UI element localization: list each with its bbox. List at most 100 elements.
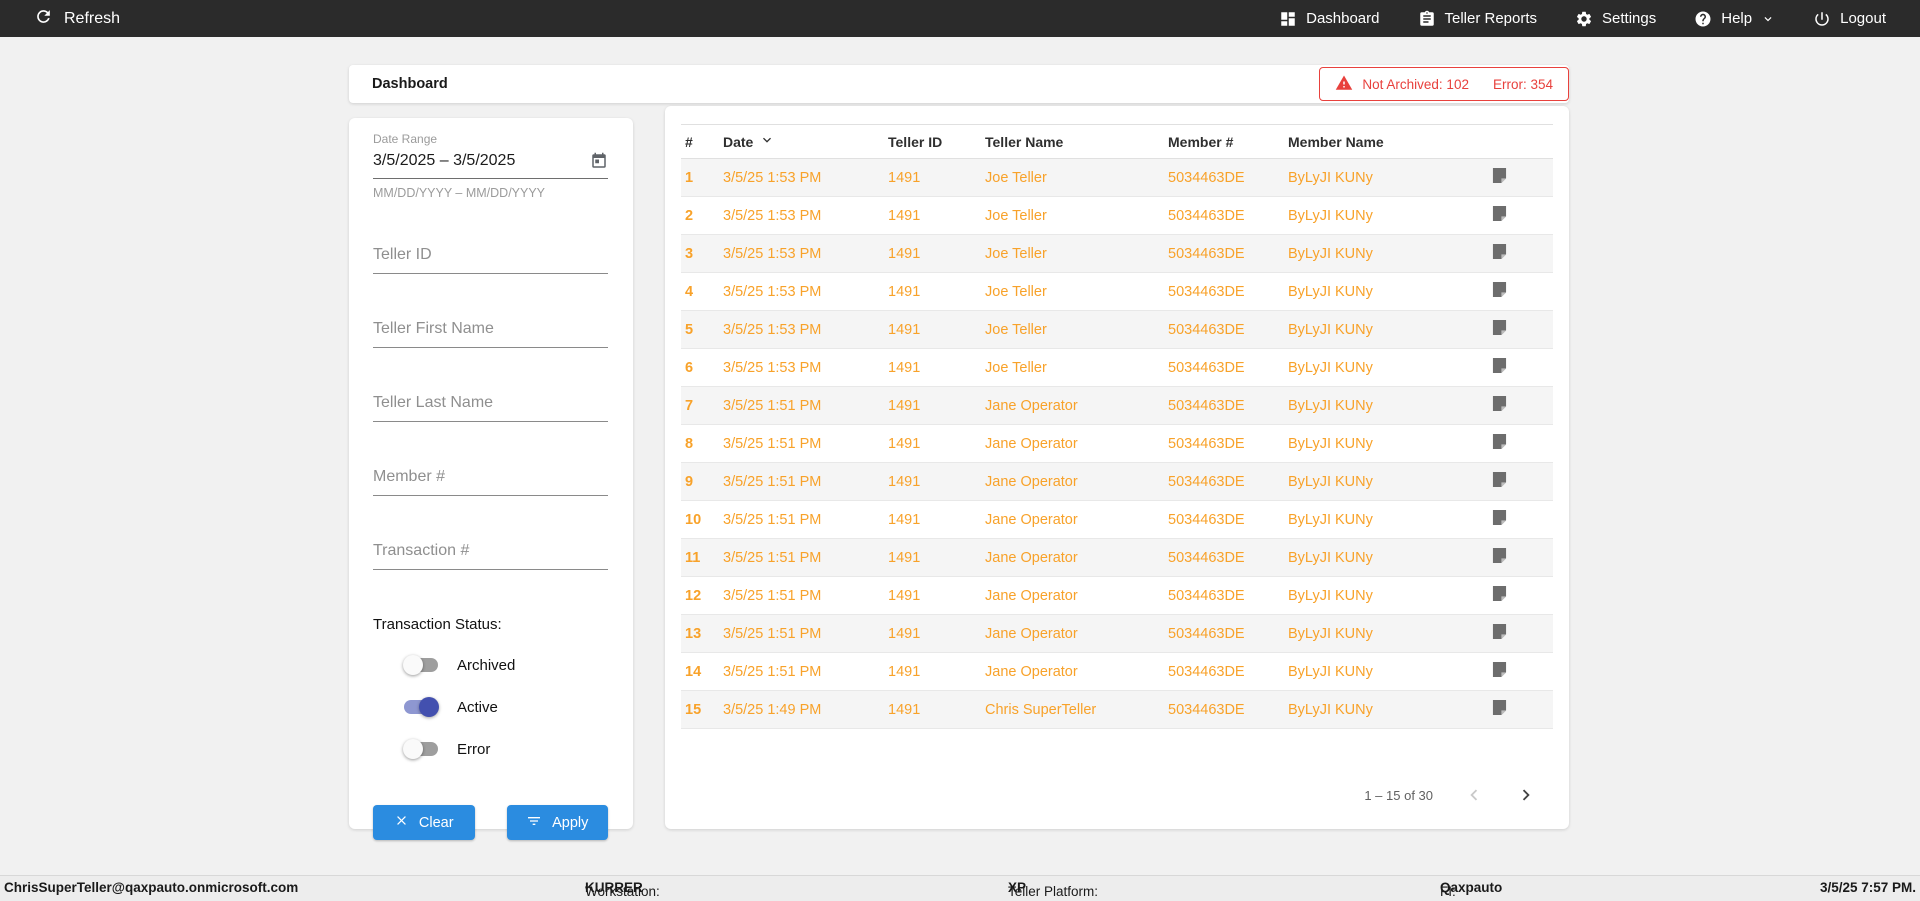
clear-button[interactable]: Clear: [373, 805, 475, 840]
dashboard-icon: [1279, 10, 1297, 28]
apply-button[interactable]: Apply: [506, 805, 608, 840]
date-range-hint: MM/DD/YYYY – MM/DD/YYYY: [373, 186, 546, 200]
teller-first-name-input[interactable]: [373, 316, 608, 348]
table-row[interactable]: 6 3/5/25 1:53 PM 1491 Joe Teller 5034463…: [681, 348, 1553, 387]
nav-label-logout: Logout: [1840, 10, 1886, 27]
nav-item-help[interactable]: Help: [1694, 10, 1775, 28]
nav-label-dashboard: Dashboard: [1306, 10, 1380, 27]
note-icon[interactable]: [1492, 661, 1507, 678]
refresh-button[interactable]: Refresh: [34, 7, 120, 31]
cell-member-num: 5034463DE: [1164, 538, 1284, 577]
cell-teller-id: 1491: [884, 576, 981, 615]
note-icon[interactable]: [1492, 281, 1507, 298]
table-row[interactable]: 7 3/5/25 1:51 PM 1491 Jane Operator 5034…: [681, 386, 1553, 425]
cell-date: 3/5/25 1:51 PM: [719, 462, 884, 501]
cell-num: 8: [681, 424, 719, 463]
prev-page-button[interactable]: [1463, 784, 1485, 806]
note-icon[interactable]: [1492, 509, 1507, 526]
teller-last-name-input[interactable]: [373, 390, 608, 422]
cell-date: 3/5/25 1:51 PM: [719, 424, 884, 463]
top-navbar: Refresh Dashboard Teller Reports Setting…: [0, 0, 1920, 37]
cell-teller-id: 1491: [884, 424, 981, 463]
logout-icon: [1813, 10, 1831, 28]
note-icon[interactable]: [1492, 699, 1507, 716]
cell-teller-name: Joe Teller: [981, 310, 1164, 349]
note-icon[interactable]: [1492, 243, 1507, 260]
cell-member-name: ByLyJI KUNy: [1284, 652, 1480, 691]
alert-not-archived: Not Archived: 102: [1362, 76, 1469, 92]
note-icon[interactable]: [1492, 585, 1507, 602]
cell-date: 3/5/25 1:51 PM: [719, 652, 884, 691]
table-row[interactable]: 1 3/5/25 1:53 PM 1491 Joe Teller 5034463…: [681, 158, 1553, 197]
note-icon[interactable]: [1492, 319, 1507, 336]
teller-platform-info: Teller Platform: XP: [1008, 880, 1099, 899]
cell-num: 2: [681, 196, 719, 235]
note-icon[interactable]: [1492, 547, 1507, 564]
toggle-row-active: Active: [403, 697, 608, 717]
note-icon[interactable]: [1492, 357, 1507, 374]
toggle-row-archived: Archived: [403, 655, 608, 675]
error-toggle[interactable]: [403, 739, 439, 759]
page-header-card: Dashboard Not Archived: 102 Error: 354: [349, 65, 1569, 103]
settings-icon: [1575, 10, 1593, 28]
teller-id-input[interactable]: [373, 242, 608, 274]
note-icon[interactable]: [1492, 167, 1507, 184]
cell-member-name: ByLyJI KUNy: [1284, 386, 1480, 425]
table-row[interactable]: 12 3/5/25 1:51 PM 1491 Jane Operator 503…: [681, 576, 1553, 615]
table-row[interactable]: 10 3/5/25 1:51 PM 1491 Jane Operator 503…: [681, 500, 1553, 539]
col-header-member-num[interactable]: Member #: [1164, 124, 1284, 159]
col-header-teller-name[interactable]: Teller Name: [981, 124, 1164, 159]
note-icon[interactable]: [1492, 205, 1507, 222]
cell-num: 11: [681, 538, 719, 577]
member-number-input[interactable]: [373, 464, 608, 496]
cell-member-num: 5034463DE: [1164, 462, 1284, 501]
nav-item-settings[interactable]: Settings: [1575, 10, 1656, 28]
calendar-icon[interactable]: [590, 152, 608, 170]
table-row[interactable]: 15 3/5/25 1:49 PM 1491 Chris SuperTeller…: [681, 690, 1553, 729]
note-icon[interactable]: [1492, 471, 1507, 488]
cell-teller-name: Joe Teller: [981, 196, 1164, 235]
table-row[interactable]: 9 3/5/25 1:51 PM 1491 Jane Operator 5034…: [681, 462, 1553, 501]
transaction-number-input[interactable]: [373, 538, 608, 570]
status-alert-badge[interactable]: Not Archived: 102 Error: 354: [1319, 67, 1569, 101]
close-icon: [394, 813, 409, 832]
col-header-date[interactable]: Date: [719, 124, 884, 159]
note-icon[interactable]: [1492, 623, 1507, 640]
table-row[interactable]: 14 3/5/25 1:51 PM 1491 Jane Operator 503…: [681, 652, 1553, 691]
results-panel: # Date Teller ID Teller Name Member # Me…: [665, 106, 1569, 829]
cell-teller-id: 1491: [884, 462, 981, 501]
date-range-input[interactable]: [373, 152, 590, 170]
date-range-label: Date Range: [373, 132, 438, 146]
table-row[interactable]: 11 3/5/25 1:51 PM 1491 Jane Operator 503…: [681, 538, 1553, 577]
cell-date: 3/5/25 1:51 PM: [719, 576, 884, 615]
table-row[interactable]: 2 3/5/25 1:53 PM 1491 Joe Teller 5034463…: [681, 196, 1553, 235]
workstation-info: Workstation: KURRER: [585, 880, 660, 899]
nav-label-help: Help: [1721, 10, 1753, 27]
table-row[interactable]: 8 3/5/25 1:51 PM 1491 Jane Operator 5034…: [681, 424, 1553, 463]
table-row[interactable]: 13 3/5/25 1:51 PM 1491 Jane Operator 503…: [681, 614, 1553, 653]
logged-in-user: ChrisSuperTeller@qaxpauto.onmicrosoft.co…: [4, 880, 299, 895]
table-row[interactable]: 5 3/5/25 1:53 PM 1491 Joe Teller 5034463…: [681, 310, 1553, 349]
nav-item-logout[interactable]: Logout: [1813, 10, 1886, 28]
note-icon[interactable]: [1492, 433, 1507, 450]
col-header-member-name[interactable]: Member Name: [1284, 124, 1480, 159]
cell-member-num: 5034463DE: [1164, 348, 1284, 387]
table-row[interactable]: 4 3/5/25 1:53 PM 1491 Joe Teller 5034463…: [681, 272, 1553, 311]
active-toggle[interactable]: [403, 697, 439, 717]
table-row[interactable]: 3 3/5/25 1:53 PM 1491 Joe Teller 5034463…: [681, 234, 1553, 273]
note-icon[interactable]: [1492, 395, 1507, 412]
date-range-field: [373, 146, 608, 179]
cell-teller-name: Jane Operator: [981, 462, 1164, 501]
nav-item-dashboard[interactable]: Dashboard: [1279, 10, 1380, 28]
col-header-teller-id[interactable]: Teller ID: [884, 124, 981, 159]
cell-member-name: ByLyJI KUNy: [1284, 158, 1480, 197]
archived-toggle[interactable]: [403, 655, 439, 675]
next-page-button[interactable]: [1515, 784, 1537, 806]
cell-teller-name: Jane Operator: [981, 652, 1164, 691]
cell-teller-id: 1491: [884, 538, 981, 577]
filter-panel: Date Range MM/DD/YYYY – MM/DD/YYYY Trans…: [349, 118, 633, 840]
cell-num: 9: [681, 462, 719, 501]
cell-member-num: 5034463DE: [1164, 690, 1284, 729]
nav-item-teller-reports[interactable]: Teller Reports: [1418, 10, 1537, 28]
cell-teller-id: 1491: [884, 614, 981, 653]
